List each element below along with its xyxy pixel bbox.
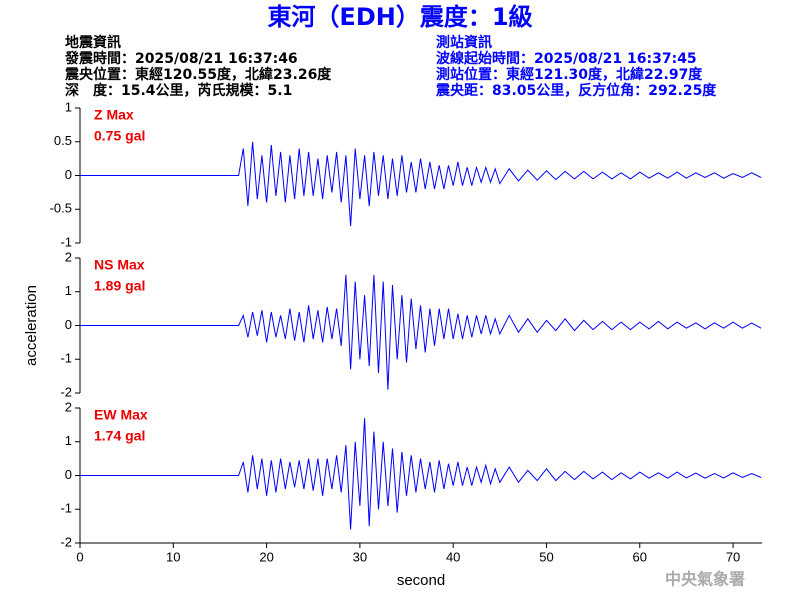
header-right: 測站位置：東經121.30度，北緯22.97度 <box>436 66 703 83</box>
y-axis-label: acceleration <box>23 285 40 366</box>
watermark: 中央氣象署 <box>665 570 745 589</box>
annotation: EW Max <box>94 407 148 423</box>
x-tick-label: 10 <box>166 549 180 564</box>
header-right: 測站資訊 <box>436 34 492 51</box>
header-right: 震央距：83.05公里，反方位角：292.25度 <box>435 82 717 99</box>
annotation: 0.75 gal <box>94 128 145 144</box>
y-tick-label: -1 <box>60 501 72 516</box>
trace <box>80 418 762 530</box>
x-tick-label: 40 <box>446 549 460 564</box>
y-tick-label: 1 <box>65 99 72 114</box>
annotation: Z Max <box>94 107 134 123</box>
y-tick-label: -2 <box>60 534 72 549</box>
annotation: 1.89 gal <box>94 278 145 294</box>
trace <box>80 274 762 390</box>
x-tick-label: 30 <box>353 549 367 564</box>
x-axis-label: second <box>397 572 445 589</box>
y-tick-label: 1 <box>65 433 72 448</box>
y-tick-label: -1 <box>60 351 72 366</box>
y-tick-label: 1 <box>65 283 72 298</box>
title: 東河（EDH）震度：1級 <box>267 3 532 31</box>
annotation: NS Max <box>94 257 145 273</box>
y-tick-label: -2 <box>60 384 72 399</box>
x-tick-label: 20 <box>259 549 273 564</box>
x-tick-label: 60 <box>633 549 647 564</box>
header-left: 深 度：15.4公里，芮氏規模：5.1 <box>65 82 292 99</box>
y-tick-label: 0 <box>65 317 72 332</box>
y-tick-label: 0 <box>65 167 72 182</box>
x-tick-label: 70 <box>726 549 740 564</box>
y-tick-label: -1 <box>60 234 72 249</box>
annotation: 1.74 gal <box>94 428 145 444</box>
header-left: 震央位置：東經120.55度，北緯23.26度 <box>64 66 332 83</box>
header-left: 地震資訊 <box>65 34 121 51</box>
y-tick-label: 2 <box>65 399 72 414</box>
y-tick-label: 0.5 <box>54 133 72 148</box>
y-tick-label: -0.5 <box>50 201 72 216</box>
y-tick-label: 2 <box>65 249 72 264</box>
y-tick-label: 0 <box>65 467 72 482</box>
header-right: 波線起始時間：2025/08/21 16:37:45 <box>436 50 697 67</box>
x-tick-label: 0 <box>76 549 83 564</box>
trace <box>80 141 762 227</box>
header-left: 發震時間：2025/08/21 16:37:46 <box>64 50 298 67</box>
x-tick-label: 50 <box>539 549 553 564</box>
